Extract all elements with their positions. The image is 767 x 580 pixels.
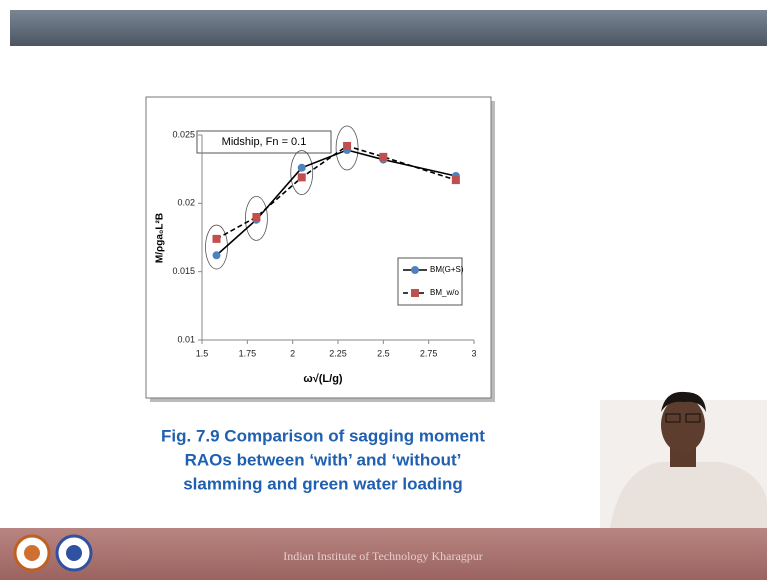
x-axis-label: ω√(L/g) xyxy=(303,373,342,385)
slide: Midship, Fn = 0.1 ω√(L/g) M/ρga₀L²B Fig.… xyxy=(0,0,767,580)
caption-line: RAOs between ‘with’ and ‘without’ xyxy=(185,450,462,469)
title-bar xyxy=(10,10,767,46)
y-axis-label: M/ρga₀L²B xyxy=(155,213,166,263)
caption-line: Fig. 7.9 Comparison of sagging moment xyxy=(161,426,485,445)
y-tick-label: 0.02 xyxy=(177,198,195,208)
x-tick-label: 2 xyxy=(290,348,295,358)
legend-label: BM(G+S) xyxy=(430,265,464,274)
footer-text: Indian Institute of Technology Kharagpur xyxy=(283,549,483,563)
x-tick-label: 2.25 xyxy=(329,348,347,358)
x-tick-label: 1.5 xyxy=(196,348,209,358)
marker xyxy=(213,251,221,259)
x-tick-label: 2.5 xyxy=(377,348,390,358)
y-tick-label: 0.015 xyxy=(172,266,195,276)
logo xyxy=(66,545,82,561)
x-tick-label: 3 xyxy=(471,348,476,358)
marker xyxy=(343,142,351,150)
caption-line: slamming and green water loading xyxy=(183,474,463,493)
marker xyxy=(213,235,221,243)
marker xyxy=(252,213,260,221)
legend-marker xyxy=(411,266,419,274)
slide-canvas: Midship, Fn = 0.1 ω√(L/g) M/ρga₀L²B Fig.… xyxy=(0,0,767,580)
marker xyxy=(452,176,460,184)
legend-label: BM_w/o xyxy=(430,288,459,297)
legend-marker xyxy=(411,289,419,297)
x-tick-label: 2.75 xyxy=(420,348,438,358)
marker xyxy=(298,164,306,172)
logo xyxy=(24,545,40,561)
y-tick-label: 0.01 xyxy=(177,334,195,344)
marker xyxy=(298,173,306,181)
marker xyxy=(379,153,387,161)
presenter-video xyxy=(600,392,767,528)
y-tick-label: 0.025 xyxy=(172,129,195,139)
presenter-face xyxy=(661,397,705,453)
x-tick-label: 1.75 xyxy=(239,348,257,358)
annotation: Midship, Fn = 0.1 xyxy=(222,136,307,148)
